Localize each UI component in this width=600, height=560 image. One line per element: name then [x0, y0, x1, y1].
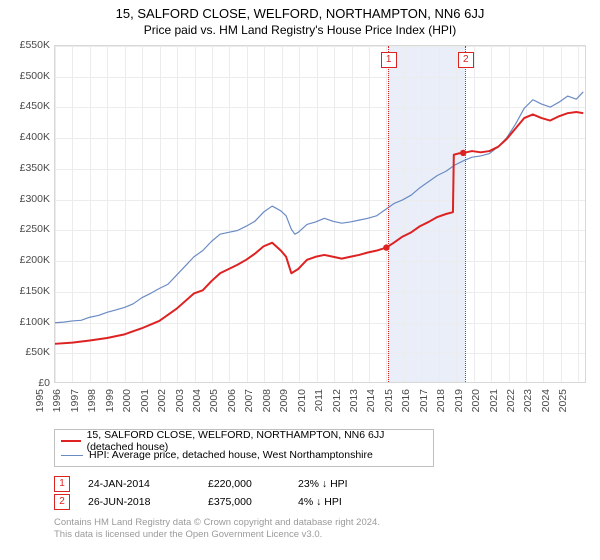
- sales-price: £375,000: [208, 496, 298, 508]
- x-tick-label: 2025: [557, 389, 597, 412]
- y-tick-label: £100K: [10, 316, 50, 328]
- y-tick-label: £300K: [10, 193, 50, 205]
- legend-label-hpi: HPI: Average price, detached house, West…: [89, 449, 373, 461]
- sales-date: 26-JUN-2018: [88, 496, 208, 508]
- y-tick-label: £550K: [10, 39, 50, 51]
- footer-line1: Contains HM Land Registry data © Crown c…: [54, 517, 590, 529]
- legend: 15, SALFORD CLOSE, WELFORD, NORTHAMPTON,…: [54, 429, 434, 467]
- sales-row: 2 26-JUN-2018 £375,000 4% ↓ HPI: [54, 493, 590, 511]
- y-tick-label: £0: [10, 377, 50, 389]
- sales-marker: 1: [54, 476, 70, 492]
- chart-area: 12 £0£50K£100K£150K£200K£250K£300K£350K£…: [10, 45, 590, 425]
- footer-line2: This data is licensed under the Open Gov…: [54, 529, 590, 541]
- chart-subtitle: Price paid vs. HM Land Registry's House …: [10, 23, 590, 37]
- chart-marker: 2: [458, 52, 474, 68]
- y-tick-label: £350K: [10, 162, 50, 174]
- y-tick-label: £400K: [10, 131, 50, 143]
- sales-table: 1 24-JAN-2014 £220,000 23% ↓ HPI 2 26-JU…: [54, 475, 590, 511]
- y-tick-label: £200K: [10, 254, 50, 266]
- plot-region: 12: [54, 45, 586, 383]
- footer: Contains HM Land Registry data © Crown c…: [54, 517, 590, 541]
- legend-swatch-price-paid: [61, 440, 81, 442]
- sales-marker: 2: [54, 494, 70, 510]
- legend-item-price-paid: 15, SALFORD CLOSE, WELFORD, NORTHAMPTON,…: [61, 434, 427, 448]
- sales-date: 24-JAN-2014: [88, 478, 208, 490]
- y-tick-label: £500K: [10, 70, 50, 82]
- sales-delta: 4% ↓ HPI: [298, 496, 378, 508]
- legend-swatch-hpi: [61, 455, 83, 456]
- sales-row: 1 24-JAN-2014 £220,000 23% ↓ HPI: [54, 475, 590, 493]
- sales-price: £220,000: [208, 478, 298, 490]
- chart-svg: [55, 46, 585, 382]
- chart-title: 15, SALFORD CLOSE, WELFORD, NORTHAMPTON,…: [10, 6, 590, 21]
- sales-delta: 23% ↓ HPI: [298, 478, 378, 490]
- y-tick-label: £50K: [10, 346, 50, 358]
- y-tick-label: £150K: [10, 285, 50, 297]
- chart-marker: 1: [381, 52, 397, 68]
- legend-item-hpi: HPI: Average price, detached house, West…: [61, 448, 427, 462]
- y-tick-label: £250K: [10, 223, 50, 235]
- chart-container: 15, SALFORD CLOSE, WELFORD, NORTHAMPTON,…: [0, 0, 600, 560]
- y-tick-label: £450K: [10, 100, 50, 112]
